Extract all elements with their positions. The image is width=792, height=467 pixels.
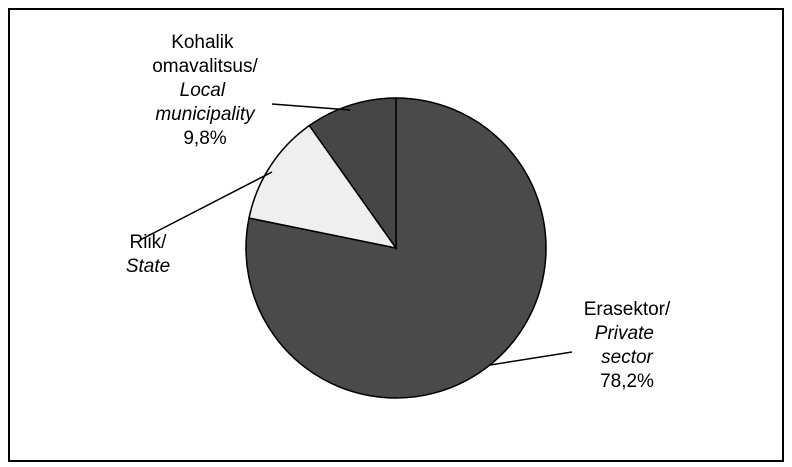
labels: Erasektor/Private sector 78,2% Riik/State K… (126, 32, 671, 392)
leader-line (489, 351, 573, 366)
value-label: 9,8% (183, 128, 226, 149)
pie (245, 97, 547, 399)
pie-slice (248, 124, 398, 250)
value-label: 78,2% (600, 371, 654, 392)
leader-line (139, 171, 273, 241)
label-en: Private sector (595, 323, 659, 368)
label: Kohalik omavalitsus/ (152, 32, 258, 77)
label-en: Local municipality (155, 80, 256, 125)
label: Riik/ (130, 232, 168, 253)
pie-slice (308, 97, 397, 251)
leader-line (271, 103, 351, 111)
label: Erasektor/ (584, 299, 671, 320)
label-en: State (126, 256, 170, 277)
